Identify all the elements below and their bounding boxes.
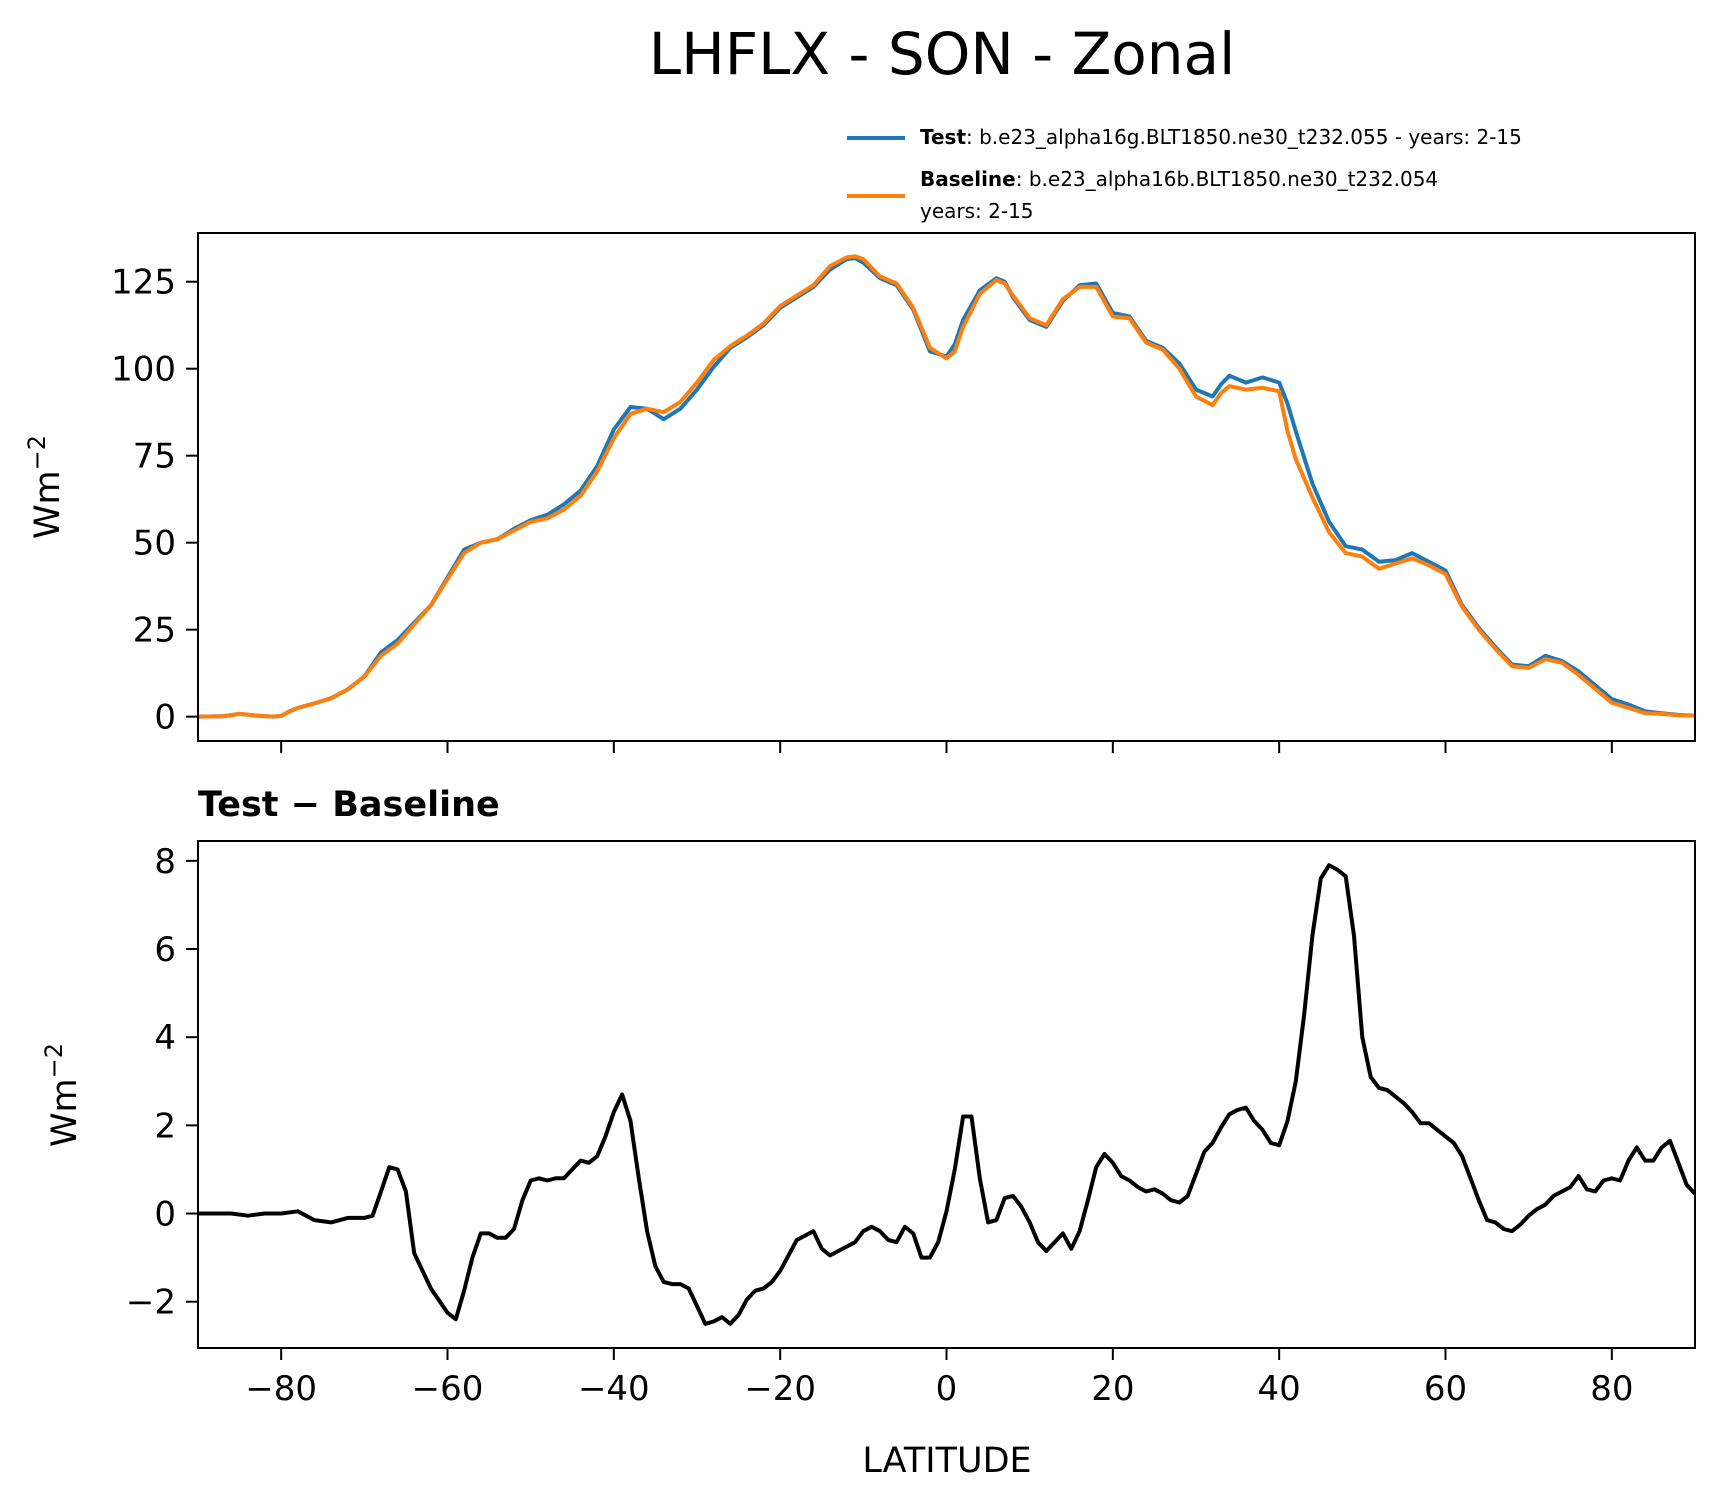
legend-test-name: Test — [920, 125, 966, 149]
bottom-ytick-label: −2 — [126, 1283, 176, 1323]
top-ytick-label: 75 — [133, 437, 176, 477]
legend-test-text: : b.e23_alpha16g.BLT1850.ne30_t232.055 -… — [966, 125, 1522, 149]
bottom-xtick-label: 20 — [1091, 1369, 1134, 1409]
bottom-xtick-label: −20 — [744, 1369, 816, 1409]
legend-baseline-name: Baseline — [920, 167, 1016, 191]
top-ylabel-base: Wm — [28, 470, 68, 539]
bottom-ytick-label: 2 — [154, 1106, 176, 1146]
bottom-series-difference-line — [198, 863, 1695, 1326]
bottom-series-layer — [198, 863, 1695, 1326]
legend-baseline-entry: Baseline: b.e23_alpha16b.BLT1850.ne30_t2… — [920, 167, 1438, 191]
top-ytick-label: 50 — [133, 524, 176, 564]
top-ytick-label: 125 — [111, 263, 176, 303]
bottom-ylabel-base: Wm — [45, 1078, 85, 1147]
top-ytick-label: 100 — [111, 350, 176, 390]
top-series-layer — [198, 254, 1695, 719]
bottom-ytick-label: 6 — [154, 930, 176, 970]
bottom-title: Test − Baseline — [198, 785, 500, 825]
top-ticks-layer: 0 25 50 75 100 125 — [111, 263, 1613, 753]
legend-baseline-text: : b.e23_alpha16b.BLT1850.ne30_t232.054 — [1016, 167, 1438, 191]
top-ylabel-exponent: −2 — [23, 435, 51, 470]
panel-zonal-mean: 0 25 50 75 100 125 Wm−2 — [23, 232, 1696, 753]
bottom-xtick-label: 60 — [1424, 1369, 1467, 1409]
bottom-xtick-label: −80 — [245, 1369, 317, 1409]
bottom-xtick-label: −60 — [412, 1369, 484, 1409]
bottom-ylabel-exponent: −2 — [40, 1043, 68, 1078]
bottom-ytick-label: 4 — [154, 1018, 176, 1058]
bottom-axes-frame — [197, 840, 1696, 1349]
panel-difference: Test − Baseline −80 −60 −40 −20 0 20 40 60 80−20… — [40, 785, 1696, 1481]
top-ytick-label: 25 — [133, 611, 176, 651]
bottom-xlabel: LATITUDE — [862, 1441, 1031, 1481]
bottom-xtick-label: 80 — [1590, 1369, 1633, 1409]
bottom-ylabel: Wm−2 — [40, 1043, 85, 1147]
legend: Test: b.e23_alpha16g.BLT1850.ne30_t232.0… — [847, 125, 1522, 223]
bottom-ytick-label: 0 — [154, 1195, 176, 1235]
top-series-baseline-line — [198, 254, 1695, 719]
bottom-ytick-label: 8 — [154, 842, 176, 882]
top-ylabel: Wm−2 — [23, 435, 68, 539]
legend-test-entry: Test: b.e23_alpha16g.BLT1850.ne30_t232.0… — [920, 125, 1522, 149]
top-axes-frame — [197, 232, 1696, 742]
bottom-xtick-label: −40 — [578, 1369, 650, 1409]
bottom-xtick-label: 40 — [1258, 1369, 1301, 1409]
top-ytick-label: 0 — [154, 698, 176, 738]
figure-title: LHFLX - SON - Zonal — [649, 20, 1235, 88]
bottom-xtick-label: 0 — [936, 1369, 958, 1409]
legend-baseline-text-line2: years: 2-15 — [920, 199, 1034, 223]
